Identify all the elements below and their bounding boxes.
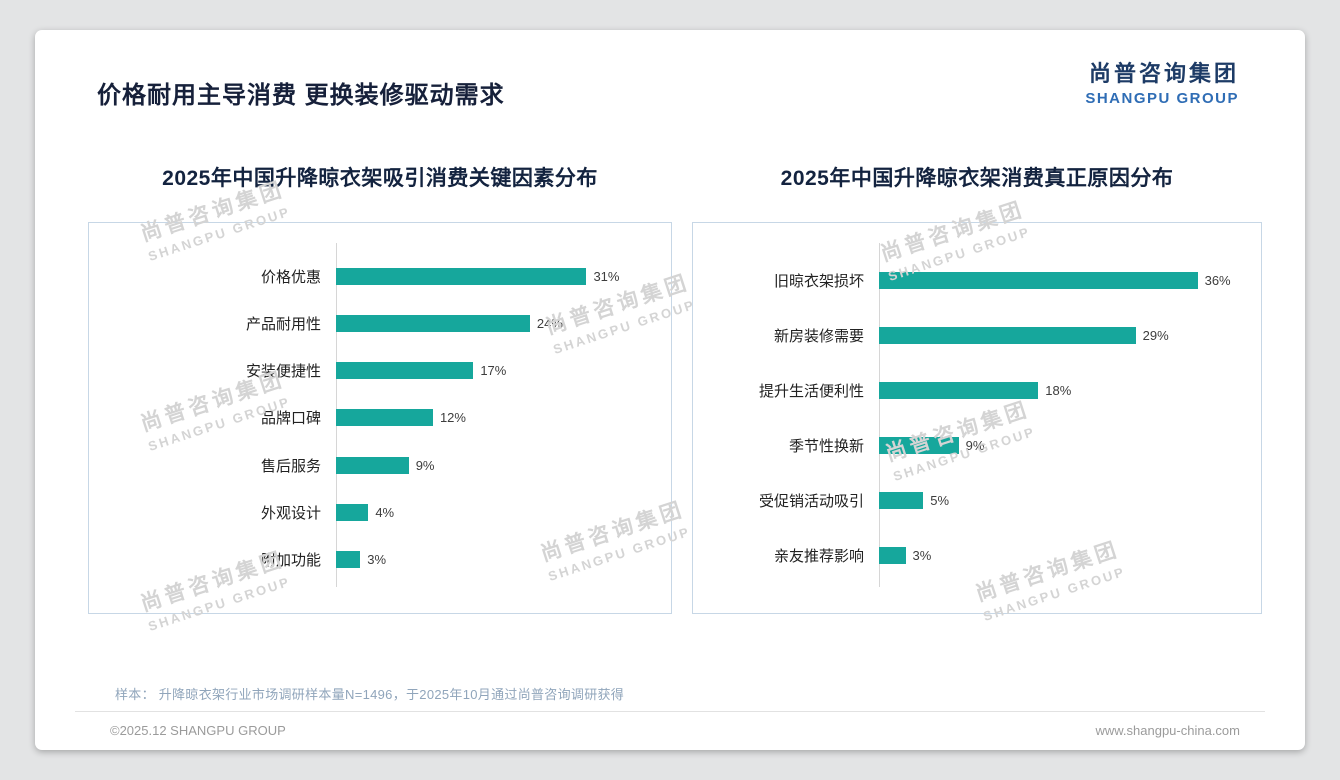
bar-value-label: 31% — [593, 269, 620, 285]
bar-row: 附加功能 3% — [103, 549, 643, 570]
bar-value-label: 3% — [912, 548, 932, 563]
chart-title-right: 2025年中国升降晾衣架消费真正原因分布 — [780, 167, 1174, 190]
bar-area: 36% — [879, 272, 1233, 289]
bar — [336, 362, 474, 380]
category-label: 旧晾衣架损坏 — [773, 273, 864, 290]
category-label: 亲友推荐影响 — [773, 548, 864, 565]
bar-row: 外观设计 4% — [103, 502, 643, 523]
bar-area: 5% — [879, 492, 1233, 509]
footer: ©2025.12 SHANGPU GROUP www.shangpu-china… — [110, 723, 1240, 738]
bar — [336, 550, 361, 568]
bar-row: 旧晾衣架损坏 36% — [707, 270, 1233, 291]
category-label: 价格优惠 — [260, 269, 321, 287]
bar-value-label: 3% — [367, 551, 387, 567]
category-label: 提升生活便利性 — [758, 383, 864, 400]
bar-area: 3% — [879, 547, 1233, 564]
category-label: 季节性换新 — [788, 438, 864, 455]
bar — [879, 327, 1136, 344]
website-text: www.shangpu-china.com — [1095, 723, 1240, 738]
bar-value-label: 4% — [375, 504, 395, 520]
bar-row: 季节性换新 9% — [707, 435, 1233, 456]
logo-english-text: SHANGPU GROUP — [1085, 90, 1239, 107]
bar-area: 9% — [336, 456, 643, 474]
bar-row: 提升生活便利性 18% — [707, 380, 1233, 401]
bar-area: 29% — [879, 327, 1233, 344]
bar-value-label: 24% — [536, 316, 563, 332]
copyright-text: ©2025.12 SHANGPU GROUP — [110, 723, 286, 738]
bar — [879, 382, 1039, 399]
logo-chinese-text: 尚普咨询集团 — [1088, 61, 1239, 86]
bar-row: 亲友推荐影响 3% — [707, 545, 1233, 566]
bar — [879, 547, 906, 564]
bar-row: 产品耐用性 24% — [103, 313, 643, 334]
bar-row: 售后服务 9% — [103, 455, 643, 476]
bar-row: 新房装修需要 29% — [707, 325, 1233, 346]
bar-value-label: 9% — [965, 438, 985, 453]
bar — [879, 272, 1198, 289]
chart-box-left: 价格优惠 31% 产品耐用性 24% 安装便捷性 17% 品牌口碑 12% 售后服务 9% 外观设计… — [88, 222, 672, 614]
bar-row: 品牌口碑 12% — [103, 407, 643, 428]
category-label: 产品耐用性 — [245, 316, 321, 334]
bar-area: 18% — [879, 382, 1233, 399]
category-label: 受促销活动吸引 — [758, 493, 864, 510]
bar-value-label: 12% — [439, 410, 466, 426]
category-label: 售后服务 — [260, 457, 321, 475]
bar-value-label: 17% — [480, 363, 507, 379]
bar — [879, 437, 959, 454]
bar-value-label: 18% — [1045, 383, 1072, 398]
bar-value-label: 36% — [1204, 273, 1231, 288]
bar-area: 4% — [336, 503, 643, 521]
bar-row: 受促销活动吸引 5% — [707, 490, 1233, 511]
sample-note: 样本： 升降晾衣架行业市场调研样本量N=1496，于2025年10月通过尚普咨询… — [115, 687, 625, 702]
bar-area: 9% — [879, 437, 1233, 454]
chart-key-factors: 2025年中国升降晾衣架吸引消费关键因素分布 价格优惠 31% 产品耐用性 24% 安装… — [88, 162, 672, 614]
bar-area: 12% — [336, 409, 643, 427]
bar — [336, 268, 587, 286]
bar-value-label: 9% — [415, 457, 435, 473]
bar — [336, 456, 409, 474]
bar-row: 价格优惠 31% — [103, 266, 643, 287]
chart-real-reasons: 2025年中国升降晾衣架消费真正原因分布 旧晾衣架损坏 36% 新房装修需要 29% 提… — [692, 162, 1262, 614]
category-label: 安装便捷性 — [245, 363, 321, 381]
bar — [336, 315, 530, 333]
category-label: 附加功能 — [260, 551, 321, 569]
bar-row: 安装便捷性 17% — [103, 360, 643, 381]
bar — [336, 503, 369, 521]
bar-area: 24% — [336, 315, 643, 333]
bar — [336, 409, 433, 427]
category-label: 外观设计 — [260, 504, 321, 522]
axis-line — [879, 243, 880, 587]
slide: 价格耐用主导消费 更换装修驱动需求 尚普咨询集团 SHANGPU GROUP 2… — [35, 30, 1305, 750]
category-label: 品牌口碑 — [260, 410, 321, 428]
chart-box-right: 旧晾衣架损坏 36% 新房装修需要 29% 提升生活便利性 18% 季节性换新 9% 受促销活动… — [692, 222, 1262, 614]
bar-area: 3% — [336, 550, 643, 568]
chart-title-left: 2025年中国升降晾衣架吸引消费关键因素分布 — [162, 167, 598, 190]
bar — [879, 492, 924, 509]
page-title: 价格耐用主导消费 更换装修驱动需求 — [97, 82, 505, 109]
footer-divider — [75, 711, 1265, 712]
company-logo: 尚普咨询集团 SHANGPU GROUP — [1085, 56, 1239, 107]
bar-area: 17% — [336, 362, 643, 380]
bar-area: 31% — [336, 268, 643, 286]
category-label: 新房装修需要 — [773, 328, 864, 345]
charts-area: 2025年中国升降晾衣架吸引消费关键因素分布 价格优惠 31% 产品耐用性 24% 安装… — [88, 162, 1262, 614]
bar-value-label: 29% — [1142, 328, 1169, 343]
bar-value-label: 5% — [930, 493, 950, 508]
